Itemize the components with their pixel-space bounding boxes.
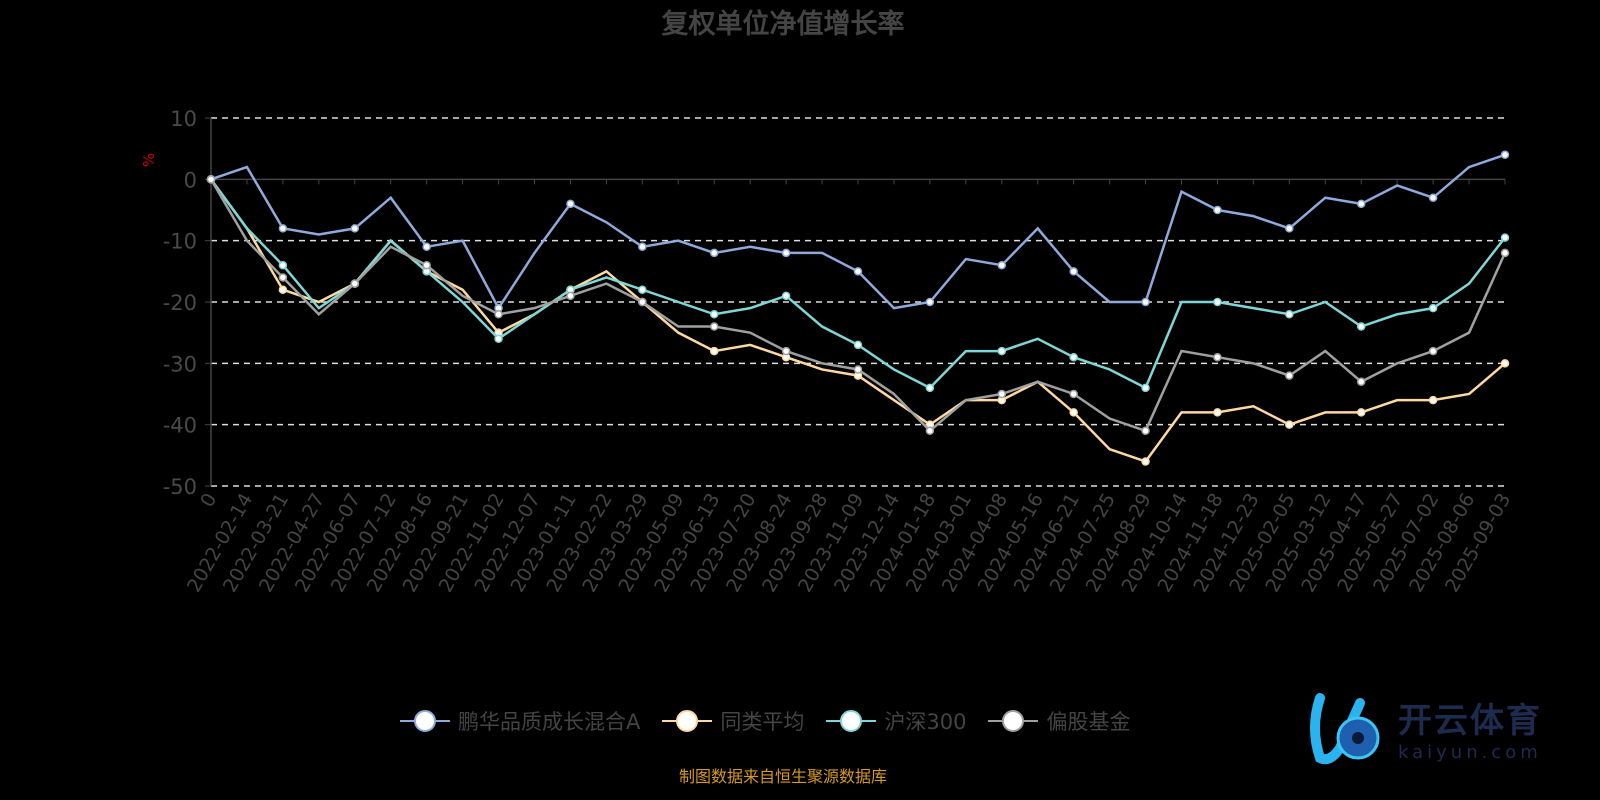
data-point	[925, 383, 935, 393]
data-point	[1069, 267, 1078, 276]
data-point	[853, 365, 863, 374]
kaiyun-logo-icon	[1310, 693, 1380, 765]
data-point	[1500, 233, 1510, 242]
data-point	[1285, 310, 1294, 319]
data-point	[853, 267, 863, 276]
watermark-en: kaiyun.com	[1398, 742, 1542, 763]
data-point	[1285, 420, 1294, 429]
data-point	[350, 224, 360, 233]
data-point	[1356, 408, 1366, 417]
data-point	[853, 340, 863, 350]
data-point	[638, 242, 647, 252]
data-point	[709, 248, 719, 258]
legend-item[interactable]: 偏股基金	[988, 706, 1130, 736]
data-point	[1500, 248, 1510, 258]
data-point	[1285, 371, 1294, 380]
y-tick-label: -10	[163, 230, 197, 254]
data-point	[1356, 322, 1366, 331]
y-tick-label: -40	[163, 414, 197, 438]
data-point	[925, 297, 935, 307]
legend-item[interactable]: 沪深300	[826, 706, 966, 736]
data-point	[566, 199, 575, 209]
legend-label: 沪深300	[884, 710, 967, 734]
series-line-0	[210, 153, 1506, 311]
legend-label: 同类平均	[720, 710, 805, 734]
legend-item[interactable]: 同类平均	[662, 706, 804, 736]
data-point	[350, 279, 360, 288]
data-point	[709, 310, 719, 319]
data-point	[1213, 408, 1222, 417]
data-point	[1141, 383, 1150, 393]
data-point	[1428, 395, 1438, 405]
y-tick-label: 10	[170, 107, 197, 131]
y-tick-label: -20	[163, 291, 197, 315]
data-point	[1356, 199, 1366, 209]
data-point	[1213, 297, 1222, 307]
data-point	[1285, 224, 1294, 233]
data-point	[278, 224, 288, 233]
data-point	[1069, 352, 1078, 362]
legend-label: 鹏华品质成长混合A	[458, 710, 641, 734]
data-point	[781, 248, 791, 258]
legend-marker-icon	[662, 710, 713, 732]
y-tick-label: 0	[184, 168, 197, 192]
data-point	[1213, 205, 1222, 215]
data-point	[1356, 377, 1366, 386]
data-point	[278, 285, 288, 294]
data-point	[206, 175, 216, 184]
data-point	[1428, 303, 1438, 313]
data-point	[422, 260, 431, 270]
legend-marker-icon	[826, 710, 877, 732]
data-point	[781, 291, 791, 301]
data-point	[1500, 359, 1510, 368]
data-point	[494, 334, 503, 344]
watermark-cn: 开云体育	[1398, 701, 1542, 741]
data-point	[422, 242, 431, 252]
data-point	[278, 260, 288, 270]
data-point	[278, 273, 288, 282]
data-point	[1141, 297, 1150, 307]
data-point	[1213, 352, 1222, 362]
data-point	[781, 346, 791, 356]
data-point	[638, 297, 647, 307]
x-tick-label: 0	[196, 490, 221, 511]
watermark-logo: 开云体育 kaiyun.com	[1290, 688, 1542, 768]
data-point	[1428, 193, 1438, 202]
data-point	[1428, 346, 1438, 356]
data-point	[997, 260, 1007, 270]
data-point	[638, 285, 647, 294]
data-point	[566, 291, 575, 301]
y-axis-label: %	[140, 153, 158, 167]
data-point	[1069, 408, 1078, 417]
series-line-1	[209, 178, 1506, 463]
data-point	[925, 426, 935, 436]
data-point	[494, 310, 503, 319]
data-point	[1500, 150, 1510, 160]
data-point	[997, 346, 1007, 356]
legend-item[interactable]: 鹏华品质成长混合A	[400, 706, 640, 736]
legend: 鹏华品质成长混合A 同类平均 沪深300 偏股基金	[400, 706, 1130, 736]
legend-label: 偏股基金	[1046, 710, 1131, 734]
data-point	[997, 389, 1007, 399]
data-point	[1141, 457, 1150, 466]
legend-marker-icon	[400, 710, 450, 732]
y-tick-label: -30	[163, 352, 197, 376]
data-point	[1141, 426, 1150, 436]
chart-title: 复权单位净值增长率	[662, 8, 905, 40]
data-point	[709, 346, 719, 356]
source-note: 制图数据来自恒生聚源数据库	[678, 767, 887, 786]
legend-marker-icon	[988, 710, 1039, 732]
data-point	[709, 322, 719, 331]
data-point	[1069, 389, 1078, 399]
y-tick-label: -50	[163, 475, 197, 499]
